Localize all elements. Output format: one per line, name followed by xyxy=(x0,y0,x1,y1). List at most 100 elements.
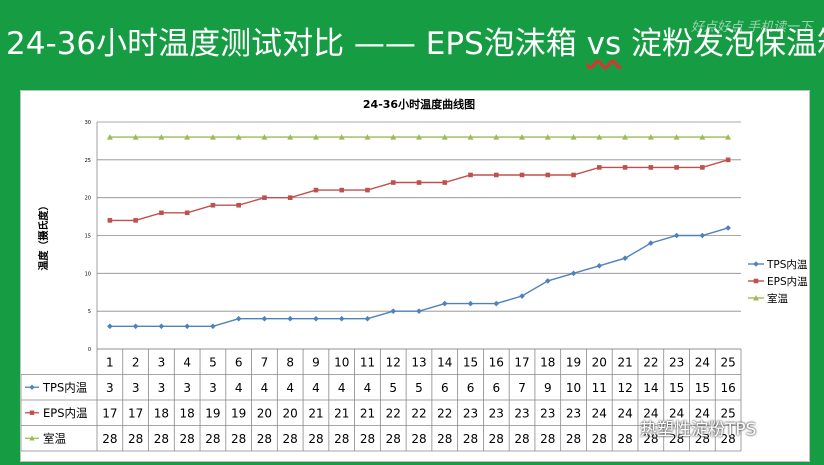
table-cell-value: 28 xyxy=(205,432,220,446)
legend-marker xyxy=(753,278,759,284)
table-cell-value: 19 xyxy=(205,406,220,420)
data-point xyxy=(287,315,293,322)
data-point xyxy=(390,308,397,314)
table-cell-value: 6 xyxy=(492,381,500,395)
y-tick-label: 5 xyxy=(88,309,91,315)
table-cell-value: 28 xyxy=(154,432,169,446)
data-point xyxy=(261,134,268,140)
table-cell-value: 28 xyxy=(386,432,401,446)
x-tick-label: 21 xyxy=(617,355,632,369)
table-cell-value: 22 xyxy=(437,406,452,420)
legend-label: 室温 xyxy=(767,292,788,305)
data-point xyxy=(236,202,241,208)
data-point xyxy=(338,315,345,322)
data-point xyxy=(364,134,371,140)
table-key-marker xyxy=(29,384,35,390)
table-row-label: TPS内温 xyxy=(42,380,88,394)
table-cell-value: 28 xyxy=(695,432,710,446)
data-point xyxy=(647,134,654,140)
x-tick-label: 22 xyxy=(643,355,658,369)
data-point xyxy=(106,134,113,140)
data-point xyxy=(725,134,732,140)
data-point xyxy=(210,202,216,208)
x-tick-label: 20 xyxy=(592,355,607,369)
data-point xyxy=(545,278,551,284)
data-point xyxy=(390,134,397,140)
table-row-label: EPS内温 xyxy=(43,406,88,420)
chart-panel: 24-36小时温度曲线图 0 5 10 15 20 25 30 温度（摄氏度） TPS内温 EPS内… xyxy=(20,90,810,462)
slide-title: 24-36小时温度测试对比 —— EPS泡沫箱 vs 淀粉发泡保温箱 好点好点 … xyxy=(0,8,824,78)
title-before-vs: 24-36小时温度测试对比 —— EPS泡沫箱 xyxy=(6,26,587,62)
table-cell-value: 28 xyxy=(231,432,246,446)
x-tick-label: 13 xyxy=(411,355,426,369)
table-key-marker xyxy=(29,410,35,415)
table-cell-value: 12 xyxy=(617,381,632,395)
data-point xyxy=(209,134,216,140)
x-tick-label: 12 xyxy=(386,355,401,369)
data-point xyxy=(622,134,629,140)
y-tick-label: 25 xyxy=(85,158,91,164)
data-point xyxy=(158,323,165,330)
x-tick-label: 23 xyxy=(669,355,684,369)
x-tick-label: 24 xyxy=(695,355,710,369)
table-cell-value: 7 xyxy=(518,381,526,395)
x-tick-label: 8 xyxy=(286,355,294,369)
table-cell-value: 21 xyxy=(334,406,349,420)
table-cell-value: 15 xyxy=(695,381,710,395)
data-point xyxy=(441,134,448,140)
data-point xyxy=(158,134,165,140)
table-cell-value: 17 xyxy=(102,406,117,420)
table-cell-value: 28 xyxy=(720,432,735,446)
data-point xyxy=(493,172,499,178)
data-point xyxy=(416,308,422,314)
data-point xyxy=(519,293,525,299)
data-point xyxy=(622,165,628,170)
data-point xyxy=(416,134,422,140)
x-tick-label: 15 xyxy=(463,355,478,369)
table-cell-value: 28 xyxy=(617,432,632,446)
table-cell-value: 10 xyxy=(566,381,581,395)
data-point xyxy=(132,134,139,140)
table-cell-value: 3 xyxy=(132,381,140,395)
x-tick-label: 7 xyxy=(261,355,269,369)
table-cell-value: 28 xyxy=(102,432,117,446)
data-point xyxy=(570,134,577,140)
table-cell-value: 28 xyxy=(514,432,529,446)
table-cell-value: 28 xyxy=(643,432,658,446)
data-point xyxy=(159,210,164,216)
data-point xyxy=(312,134,319,140)
table-cell-value: 23 xyxy=(566,406,581,420)
table-key-marker xyxy=(29,435,35,441)
table-cell-value: 15 xyxy=(669,381,684,395)
x-tick-label: 25 xyxy=(720,355,735,369)
y-tick-label: 30 xyxy=(85,120,91,126)
watermark-top: 好点好点 手机读一下 xyxy=(690,20,812,35)
data-point xyxy=(725,225,731,231)
data-point xyxy=(184,210,190,216)
data-point xyxy=(235,315,242,322)
x-tick-label: 16 xyxy=(489,355,504,369)
table-cell-value: 18 xyxy=(180,406,195,420)
data-point xyxy=(261,315,268,322)
table-cell-value: 21 xyxy=(360,406,375,420)
table-cell-value: 11 xyxy=(592,381,607,395)
data-point xyxy=(287,195,293,200)
table-cell-value: 18 xyxy=(154,406,169,420)
data-point xyxy=(467,134,474,140)
table-cell-value: 14 xyxy=(643,381,658,395)
data-point xyxy=(673,134,680,140)
data-point xyxy=(622,255,628,261)
chart-title: 24-36小时温度曲线图 xyxy=(363,97,475,111)
table-cell-value: 23 xyxy=(514,406,529,420)
table-cell-value: 23 xyxy=(463,406,478,420)
title-vs: vs xyxy=(586,26,622,62)
x-tick-label: 10 xyxy=(334,355,349,369)
table-cell-value: 23 xyxy=(489,406,504,420)
legend-label: EPS内温 xyxy=(767,275,808,288)
table-cell-value: 25 xyxy=(720,406,735,420)
table-cell-value: 9 xyxy=(544,381,552,395)
y-axis-label: 温度（摄氏度） xyxy=(37,201,50,271)
legend-marker xyxy=(753,295,759,301)
x-tick-label: 14 xyxy=(437,355,452,369)
